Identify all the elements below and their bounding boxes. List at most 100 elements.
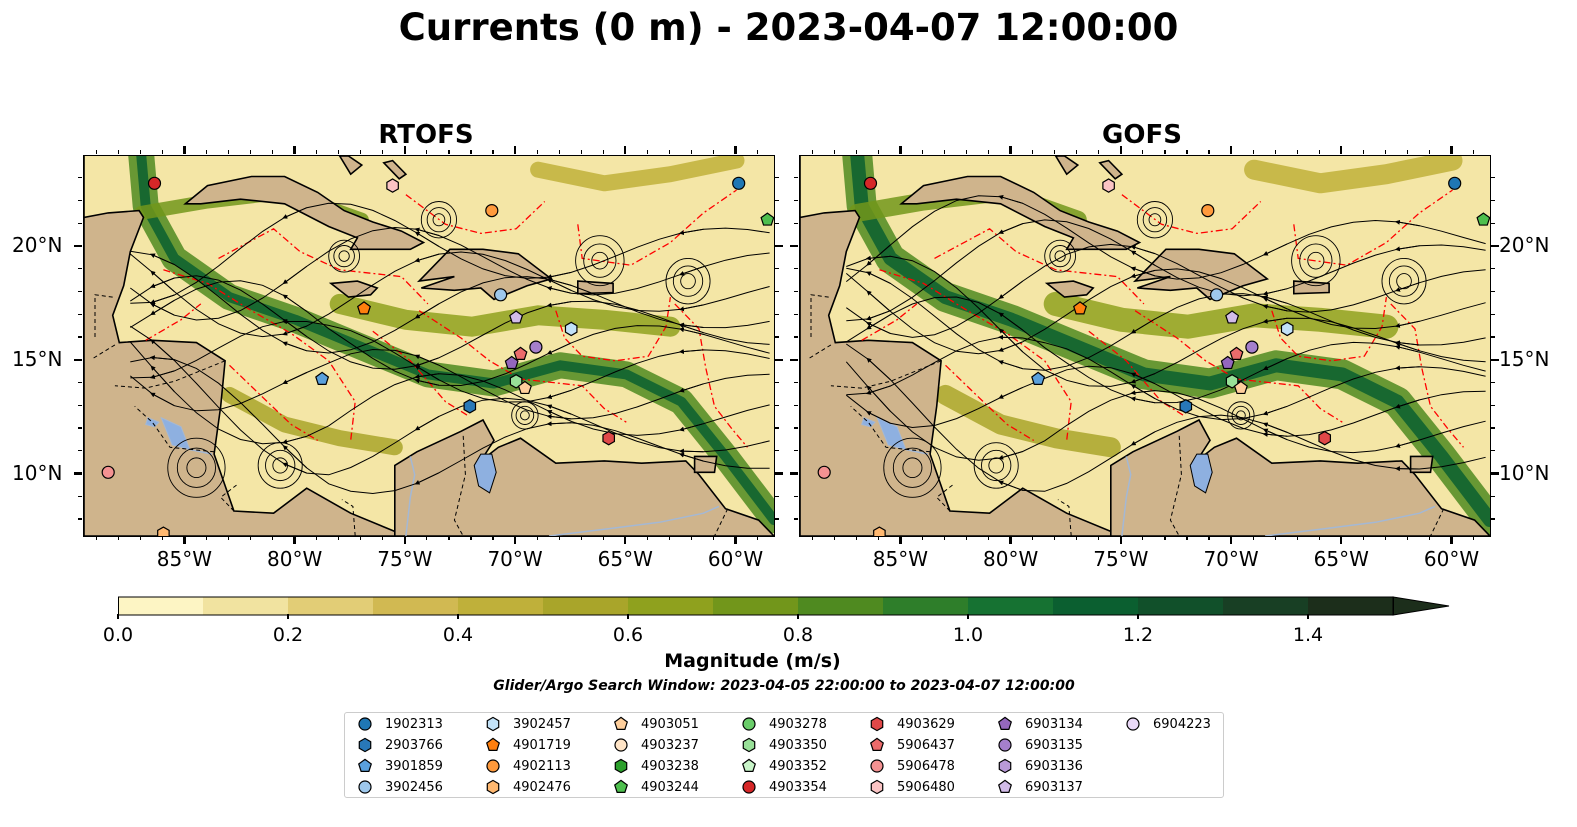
streamline-arrow xyxy=(414,253,440,263)
streamline-arrow xyxy=(1130,269,1156,279)
float-marker-4903629 xyxy=(1318,430,1332,446)
minor-tick xyxy=(1340,150,1342,154)
minor-tick xyxy=(1010,536,1012,540)
legend-label: 4903051 xyxy=(641,716,699,732)
minor-tick xyxy=(965,150,968,154)
legend-label: 4903238 xyxy=(641,758,699,774)
minor-tick xyxy=(775,177,779,179)
float-marker-4902476 xyxy=(873,526,886,536)
streamline-arrow xyxy=(866,314,891,330)
minor-tick xyxy=(1491,518,1495,520)
minor-tick xyxy=(794,199,798,202)
current-band xyxy=(935,384,1121,458)
minor-tick xyxy=(602,536,604,540)
country-border xyxy=(1430,508,1445,536)
legend-marker-pentagon xyxy=(998,779,1012,793)
minor-tick xyxy=(1491,427,1495,429)
minor-tick xyxy=(1142,536,1144,540)
eddy-streamline xyxy=(672,265,704,297)
colorbar-segment xyxy=(373,597,459,615)
minor-tick xyxy=(987,536,990,540)
minor-tick xyxy=(426,536,428,540)
minor-tick xyxy=(1054,150,1056,154)
eddy-streamline xyxy=(665,257,711,305)
streamline-arrow xyxy=(998,328,1024,353)
float-marker-3901859 xyxy=(315,371,330,385)
legend-item-6903137: 6903137 xyxy=(997,777,1083,797)
eddy-streamline xyxy=(988,457,1004,474)
minor-tick xyxy=(1491,222,1495,224)
land-puertoRico xyxy=(576,280,614,295)
minor-tick xyxy=(1491,177,1495,179)
streamline-arrow xyxy=(546,389,572,400)
streamline-arrow xyxy=(282,372,307,385)
streamline-arrow xyxy=(998,341,1023,352)
streamline-arrow xyxy=(998,280,1023,299)
river xyxy=(1121,456,1132,536)
minor-tick xyxy=(183,150,185,154)
streamline-arrow xyxy=(546,404,572,415)
current-band xyxy=(329,293,681,337)
float-marker-4903051 xyxy=(517,380,532,395)
minor-tick xyxy=(1032,150,1034,154)
minor-tick xyxy=(271,150,274,154)
tick-mark xyxy=(1229,536,1233,544)
legend-item-6903134: 6903134 xyxy=(997,714,1083,734)
eddy-streamline xyxy=(1307,251,1325,270)
streamline-arrow xyxy=(1394,365,1420,371)
colorbar-tick-mark xyxy=(457,614,459,619)
streamline-arrow xyxy=(998,334,1023,340)
colorbar-tick-mark xyxy=(967,614,969,619)
minor-tick xyxy=(1491,268,1495,270)
lon-tick-label-rtofs: 85°W xyxy=(156,547,212,571)
float-marker-3902457 xyxy=(1280,321,1294,337)
float-legend: 1902313 2903766 3901859 3902456 3902457 49017… xyxy=(344,712,1224,798)
eddy-streamline xyxy=(272,457,288,474)
country-border xyxy=(810,294,829,338)
tick-mark xyxy=(1450,536,1453,544)
streamline-arrow xyxy=(678,349,704,354)
minor-tick xyxy=(1450,536,1453,540)
minor-tick xyxy=(1472,150,1475,154)
minor-tick xyxy=(794,472,798,475)
current-band xyxy=(136,156,774,526)
minor-tick xyxy=(1296,536,1298,540)
streamline-arrow xyxy=(678,327,704,335)
streamline-arrow xyxy=(1395,399,1420,409)
minor-tick xyxy=(775,336,779,338)
legend-marker-hexagon xyxy=(998,758,1012,774)
minor-tick xyxy=(690,536,693,540)
legend-item-4903354: 4903354 xyxy=(741,777,827,797)
minor-tick xyxy=(690,150,693,154)
eez-boundary xyxy=(229,364,319,441)
minor-tick xyxy=(404,536,406,540)
legend-label: 4902476 xyxy=(513,779,571,795)
minor-tick xyxy=(1491,313,1495,315)
legend-item-4901719: 4901719 xyxy=(485,735,571,755)
legend-marker-pentagon xyxy=(486,737,500,751)
streamline-arrow xyxy=(1262,295,1288,304)
streamline-arrow xyxy=(998,312,1023,331)
minor-tick xyxy=(1186,536,1188,540)
streamline xyxy=(846,343,1486,492)
minor-tick xyxy=(117,536,119,540)
land-central xyxy=(84,156,407,536)
minor-tick xyxy=(794,404,798,406)
streamline xyxy=(846,267,1486,371)
minor-tick xyxy=(1491,336,1495,338)
minor-tick xyxy=(899,536,901,540)
eddy-streamline xyxy=(1044,239,1077,273)
minor-tick xyxy=(775,199,779,202)
lon-tick-label-gofs: 80°W xyxy=(983,547,1039,571)
minor-tick xyxy=(775,472,779,475)
minor-tick xyxy=(1164,150,1166,154)
tick-mark xyxy=(1491,358,1499,361)
float-marker-5906480 xyxy=(1102,178,1115,193)
country-border xyxy=(114,360,226,389)
legend-marker-pentagon xyxy=(358,758,372,772)
streamline-arrow xyxy=(1130,396,1155,404)
current-band xyxy=(221,386,403,456)
minor-tick xyxy=(1491,381,1495,384)
float-marker-4903244 xyxy=(760,212,774,226)
land-jamaica xyxy=(1044,280,1095,298)
